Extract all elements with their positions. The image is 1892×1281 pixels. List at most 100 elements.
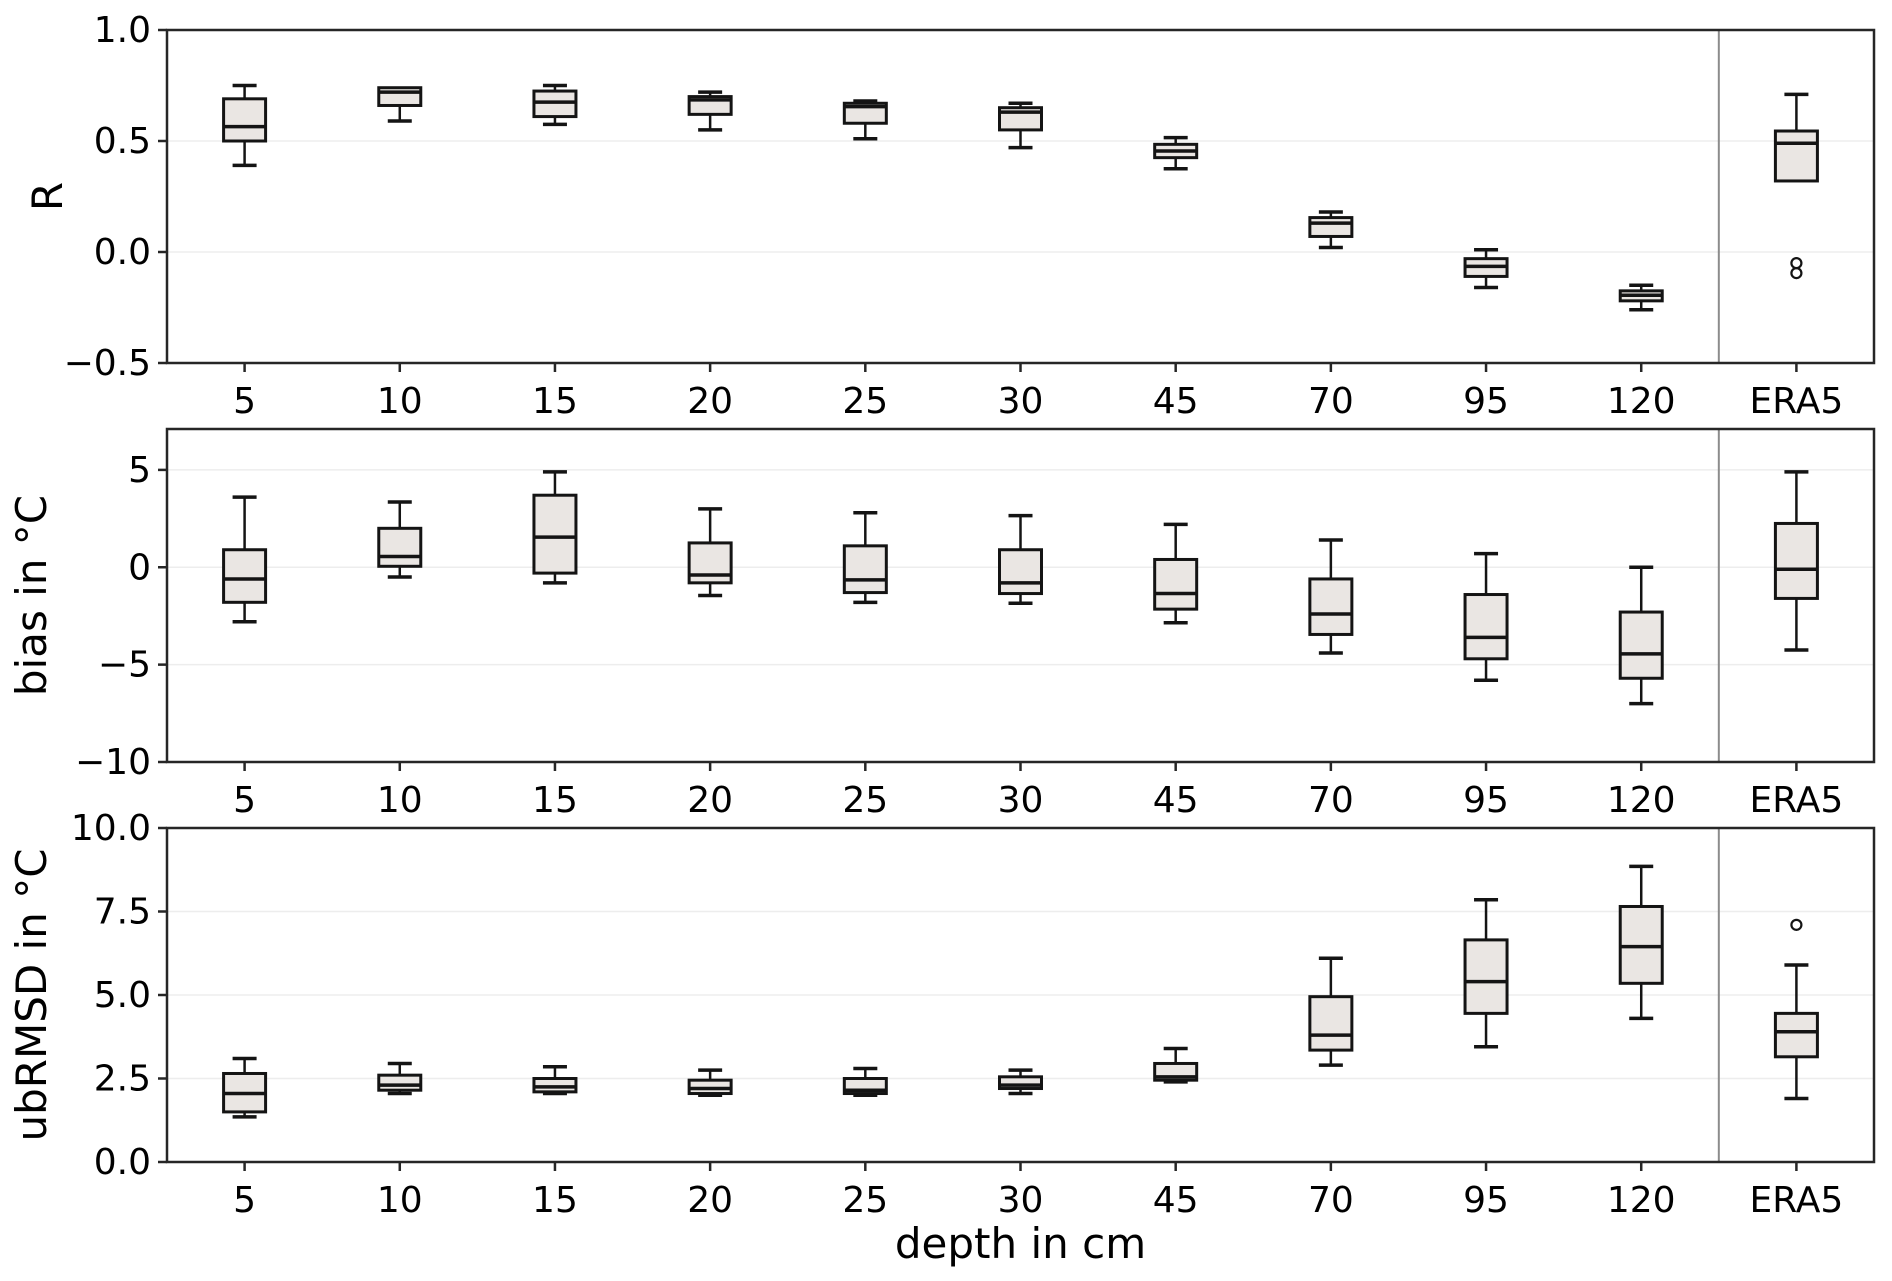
y-tick-label: 0.0 (94, 232, 151, 273)
box-15 (532, 83, 578, 127)
y-tick-label: 10.0 (71, 808, 151, 849)
iqr-box (1773, 521, 1819, 600)
iqr-box (532, 493, 578, 575)
x-tick-label: 5 (233, 780, 256, 821)
box-5 (222, 1056, 268, 1119)
iqr-box (1308, 577, 1354, 636)
x-tick-label: 20 (687, 381, 733, 422)
x-tick-label: 25 (842, 381, 888, 422)
box-70 (1308, 210, 1354, 250)
x-tick-label: ERA5 (1749, 780, 1843, 821)
box-5 (222, 83, 268, 168)
box-ERA5 (1773, 92, 1819, 280)
x-tick-label: 95 (1463, 1180, 1509, 1221)
y-tick-label: 7.5 (94, 892, 151, 933)
y-axis-label: R (23, 182, 72, 211)
y-tick-label: 0.5 (94, 121, 151, 162)
y-tick-label: 0.0 (94, 1142, 151, 1183)
x-tick-label: 10 (377, 1180, 423, 1221)
outlier-point (1790, 266, 1803, 280)
box-45 (1153, 135, 1199, 171)
box-95 (1463, 248, 1509, 290)
panel-ubRMSD-in-C: 10.0 7.5 5.0 2.5 0.0 5 10 15 20 25 30 45 70 95 120 ERA5… (7, 808, 1876, 1221)
box-45 (1153, 522, 1199, 625)
x-tick-label: 120 (1607, 780, 1676, 821)
box-30 (998, 513, 1043, 606)
y-tick-label: −5 (98, 645, 151, 686)
box-25 (842, 99, 888, 141)
x-tick-label: 25 (842, 1180, 888, 1221)
iqr-box (1308, 995, 1354, 1052)
x-tick-label: 95 (1463, 381, 1509, 422)
iqr-box (377, 526, 423, 568)
x-tick-label: 10 (377, 381, 423, 422)
box-10 (377, 500, 423, 579)
x-tick-label: 10 (377, 780, 423, 821)
box-120 (1618, 283, 1664, 312)
x-tick-label: 45 (1153, 381, 1199, 422)
y-tick-label: 5.0 (94, 975, 151, 1016)
box-70 (1308, 538, 1354, 655)
y-axis-label: ubRMSD in °C (7, 848, 56, 1141)
iqr-box (998, 1075, 1043, 1091)
iqr-box (377, 86, 423, 107)
y-tick-label: 2.5 (94, 1059, 151, 1100)
x-tick-label: 5 (233, 381, 256, 422)
y-tick-label: 1.0 (94, 10, 151, 51)
y-tick-label: 0 (128, 547, 151, 588)
iqr-box (1463, 593, 1509, 661)
x-axis-label: depth in cm (895, 1219, 1146, 1268)
box-ERA5 (1773, 918, 1819, 1101)
iqr-box (687, 541, 733, 585)
y-tick-label: −0.5 (64, 343, 151, 384)
iqr-box (998, 548, 1043, 596)
x-tick-label: 45 (1153, 780, 1199, 821)
panel-R: 1.0 0.5 0.0 −0.5 5 10 15 20 25 30 45 70 95 120 ERA5 R (23, 10, 1876, 422)
x-tick-label: 70 (1308, 1180, 1354, 1221)
iqr-box (1773, 1011, 1819, 1059)
iqr-box (842, 544, 888, 595)
box-95 (1463, 898, 1509, 1049)
iqr-box (222, 548, 268, 604)
box-10 (377, 86, 423, 123)
y-axis-label: bias in °C (7, 495, 56, 696)
box-70 (1308, 956, 1354, 1067)
iqr-box (222, 97, 268, 143)
x-tick-label: 15 (532, 1180, 578, 1221)
x-tick-label: 5 (233, 1180, 256, 1221)
x-tick-label: 70 (1308, 780, 1354, 821)
box-ERA5 (1773, 470, 1819, 652)
box-30 (998, 101, 1043, 150)
box-120 (1618, 565, 1664, 706)
box-20 (687, 90, 733, 132)
box-45 (1153, 1046, 1199, 1084)
x-tick-label: 120 (1607, 381, 1676, 422)
outlier-point (1790, 918, 1803, 931)
box-10 (377, 1061, 423, 1096)
x-tick-label: 95 (1463, 780, 1509, 821)
iqr-box (1308, 216, 1354, 238)
x-tick-label: 30 (998, 381, 1044, 422)
x-tick-label: 15 (532, 780, 578, 821)
iqr-box (1618, 610, 1664, 680)
iqr-box (1153, 557, 1199, 611)
box-20 (687, 1068, 733, 1097)
y-tick-label: −10 (75, 742, 151, 783)
panel-bias-in-C: 5 0 −5 −10 5 10 15 20 25 30 45 70 95 120 ERA5 bias in °… (7, 427, 1876, 821)
x-tick-label: 45 (1153, 1180, 1199, 1221)
box-25 (842, 1066, 888, 1097)
box-25 (842, 510, 888, 605)
box-120 (1618, 864, 1664, 1021)
box-20 (687, 507, 733, 598)
x-tick-label: 15 (532, 381, 578, 422)
y-tick-label: 5 (128, 450, 151, 491)
box-5 (222, 495, 268, 624)
x-tick-label: 20 (687, 1180, 733, 1221)
x-tick-label: 70 (1308, 381, 1354, 422)
x-tick-label: ERA5 (1749, 381, 1843, 422)
iqr-box (1773, 129, 1819, 183)
x-tick-label: 20 (687, 780, 733, 821)
